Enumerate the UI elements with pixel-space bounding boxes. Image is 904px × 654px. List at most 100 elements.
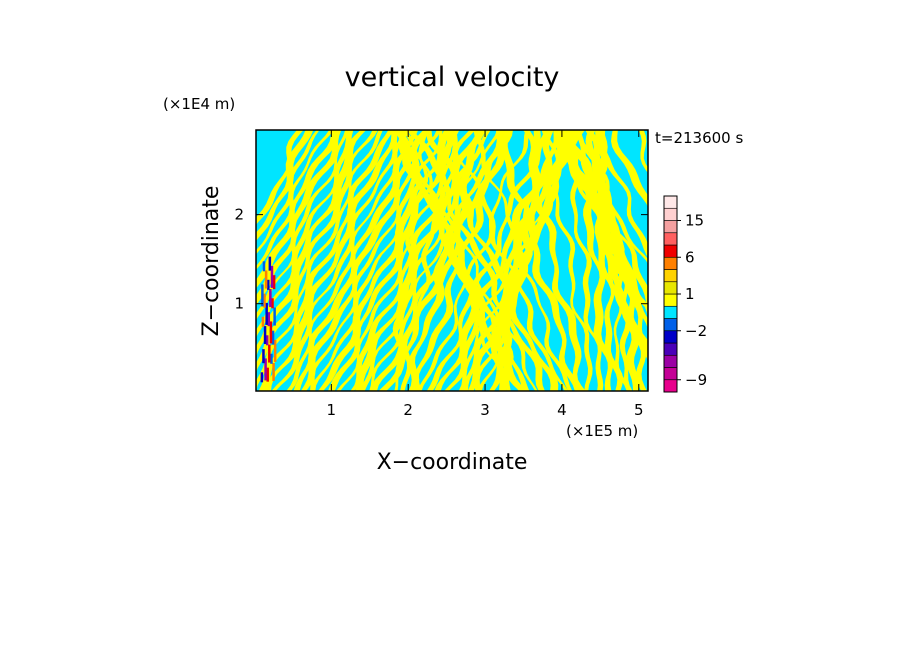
x-tick-label: 1 [327,401,337,419]
extreme-velocity-cell [261,284,264,307]
positive-velocity-band [350,130,476,391]
positive-velocity-band [355,130,486,391]
positive-velocity-band [378,130,509,391]
colorbar-swatch [663,195,678,209]
positive-velocity-band [293,130,419,391]
extreme-velocity-cell [265,335,269,346]
positive-velocity-band [477,130,564,391]
positive-velocity-band [256,130,354,339]
extreme-velocity-cell [260,372,264,383]
positive-velocity-band [256,130,334,270]
x-axis-label: X−coordinate [377,450,528,475]
plot-area [256,130,648,391]
positive-velocity-band [557,130,648,329]
extreme-velocity-cell [270,265,274,288]
extreme-velocity-cell [263,293,266,308]
positive-velocity-band [256,130,339,289]
x-tick-label: 4 [557,401,567,419]
time-label: t=213600 s [655,129,743,147]
extreme-velocity-cell [262,261,266,272]
positive-velocity-band [256,130,342,306]
extreme-velocity-cell [271,298,274,309]
positive-velocity-band [611,130,648,208]
positive-velocity-band [369,130,502,391]
positive-velocity-band [553,130,648,310]
colorbar-swatch [663,207,678,221]
extreme-velocity-cell [266,367,269,382]
y-tick-label: 1 [234,295,244,313]
positive-velocity-band [318,130,453,391]
extreme-velocity-cells [260,256,277,383]
positive-velocity-band [523,130,586,391]
y-unit-label: (×1E4 m) [163,95,235,113]
positive-velocity-band [501,130,583,391]
colorbar-swatch [663,232,678,246]
extreme-velocity-cell [273,307,276,326]
extreme-velocity-cell [262,349,265,364]
colorbar-swatch [663,367,678,381]
extreme-velocity-cell [269,289,272,308]
colorbar-swatch [663,379,678,393]
positive-velocity-band [370,130,505,391]
extreme-velocity-cell [263,326,267,345]
extreme-velocity-cell [266,279,270,290]
positive-velocity-band [402,130,538,391]
x-unit-label: (×1E5 m) [566,422,638,440]
positive-velocity-band [256,130,350,321]
positive-velocity-band [467,130,586,391]
positive-velocity-band [417,130,530,391]
positive-velocity-band [256,130,367,377]
extreme-velocity-cell [268,256,272,271]
positive-velocity-band [426,130,559,391]
positive-velocity-band [256,130,320,255]
positive-velocity-band [561,130,648,308]
colorbar-swatch [663,330,678,344]
colorbar-swatch [663,269,678,283]
y-axis-ticks: 12 [234,206,648,313]
colorbar: 15 6 1 −2 −9 [663,195,707,393]
positive-velocity-band [473,130,573,391]
x-tick-label: 3 [480,401,490,419]
positive-velocity-band [406,130,545,391]
positive-velocity-band [395,130,530,391]
positive-velocity-band [264,130,398,391]
extreme-velocity-cell [272,363,275,382]
chart-title: vertical velocity [345,62,560,93]
x-axis-ticks: 1 2 3 4 5 [327,130,644,419]
positive-velocity-band [426,130,550,391]
x-tick-label: 2 [403,401,413,419]
colorbar-swatch [663,305,678,319]
plot-frame [255,129,649,392]
positive-velocity-band [563,130,604,391]
positive-velocity-band [559,130,648,351]
positive-velocity-band [574,130,614,391]
extreme-velocity-cell [267,312,271,327]
extreme-velocity-cell [265,302,268,325]
positive-velocity-band [638,130,648,174]
positive-velocity-band [434,130,560,391]
extreme-velocity-cell [264,358,267,381]
extreme-velocity-cell [273,339,277,362]
colorbar-swatch [663,342,678,356]
positive-velocity-band [585,130,624,391]
x-tick-label: 5 [634,401,644,419]
colorbar-tick-label: 1 [685,285,695,303]
extreme-velocity-cell [270,353,273,364]
colorbar-swatch [663,318,678,332]
extreme-velocity-cell [261,316,265,327]
positive-velocity-band [414,130,513,391]
extreme-velocity-cell [268,344,271,363]
extreme-velocity-cell [264,270,268,289]
positive-velocity-band [256,130,314,242]
colorbar-swatch [663,256,678,270]
colorbar-tick-label: 15 [685,212,704,230]
positive-velocity-band [256,130,304,225]
extreme-velocity-cell [271,330,275,345]
positive-velocity-band [286,130,411,391]
y-tick-label: 2 [234,206,244,224]
colorbar-tick-label: −2 [685,322,707,340]
positive-velocity-band [499,130,542,391]
positive-velocity-band [450,130,569,391]
extreme-velocity-cell [272,275,276,290]
